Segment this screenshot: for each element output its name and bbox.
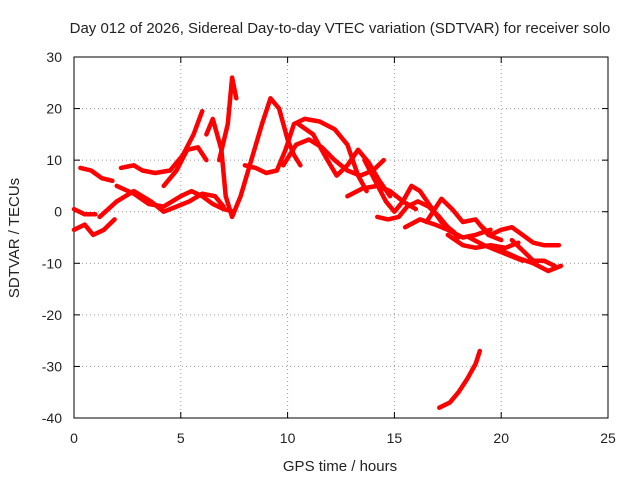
y-tick-label: -20 (42, 307, 62, 323)
y-tick-label: 30 (46, 49, 62, 65)
series-line-track-9 (71, 217, 117, 238)
y-tick-label: 0 (54, 204, 62, 220)
series-line-track-7 (97, 188, 226, 220)
series-line-track-15 (375, 199, 461, 240)
series-line-track-6 (114, 183, 237, 214)
series-line-track-5 (161, 145, 209, 189)
series-group (71, 75, 564, 410)
x-tick-label: 10 (280, 430, 296, 446)
x-tick-label: 0 (70, 430, 78, 446)
y-axis-label: SDTVAR / TECUs (6, 178, 23, 298)
series-line-track-10 (242, 116, 369, 194)
series-line-track-12 (296, 121, 393, 199)
y-tick-label: 10 (46, 152, 62, 168)
series-line-track-22 (509, 237, 557, 269)
series-line-track-16 (402, 217, 493, 240)
y-tick-label: -40 (42, 410, 62, 426)
y-tick-label: -30 (42, 358, 62, 374)
series-line-track-23 (437, 348, 483, 410)
series-line-track-21 (498, 248, 564, 274)
series-line-track-1 (78, 165, 115, 184)
x-tick-label: 5 (177, 430, 185, 446)
series-line-track-13 (345, 183, 419, 212)
x-tick-label: 25 (600, 430, 616, 446)
plot-frame (73, 56, 609, 419)
axis-ticks: 0 5 10 15 20 25 -40 -30 -20 -10 0 10 20 30 (42, 49, 616, 446)
series-line-track-8 (71, 206, 98, 217)
x-axis-label: GPS time / hours (283, 458, 397, 475)
x-tick-label: 20 (493, 430, 509, 446)
series-line-track-3 (216, 75, 239, 163)
x-tick-label: 15 (387, 430, 403, 446)
series-line-track-20 (477, 222, 562, 248)
y-tick-label: 20 (46, 101, 62, 117)
chart-title: Day 012 of 2026, Sidereal Day-to-day VTE… (70, 20, 611, 37)
series-line-track-2 (118, 108, 205, 176)
y-tick-label: -10 (42, 255, 62, 271)
